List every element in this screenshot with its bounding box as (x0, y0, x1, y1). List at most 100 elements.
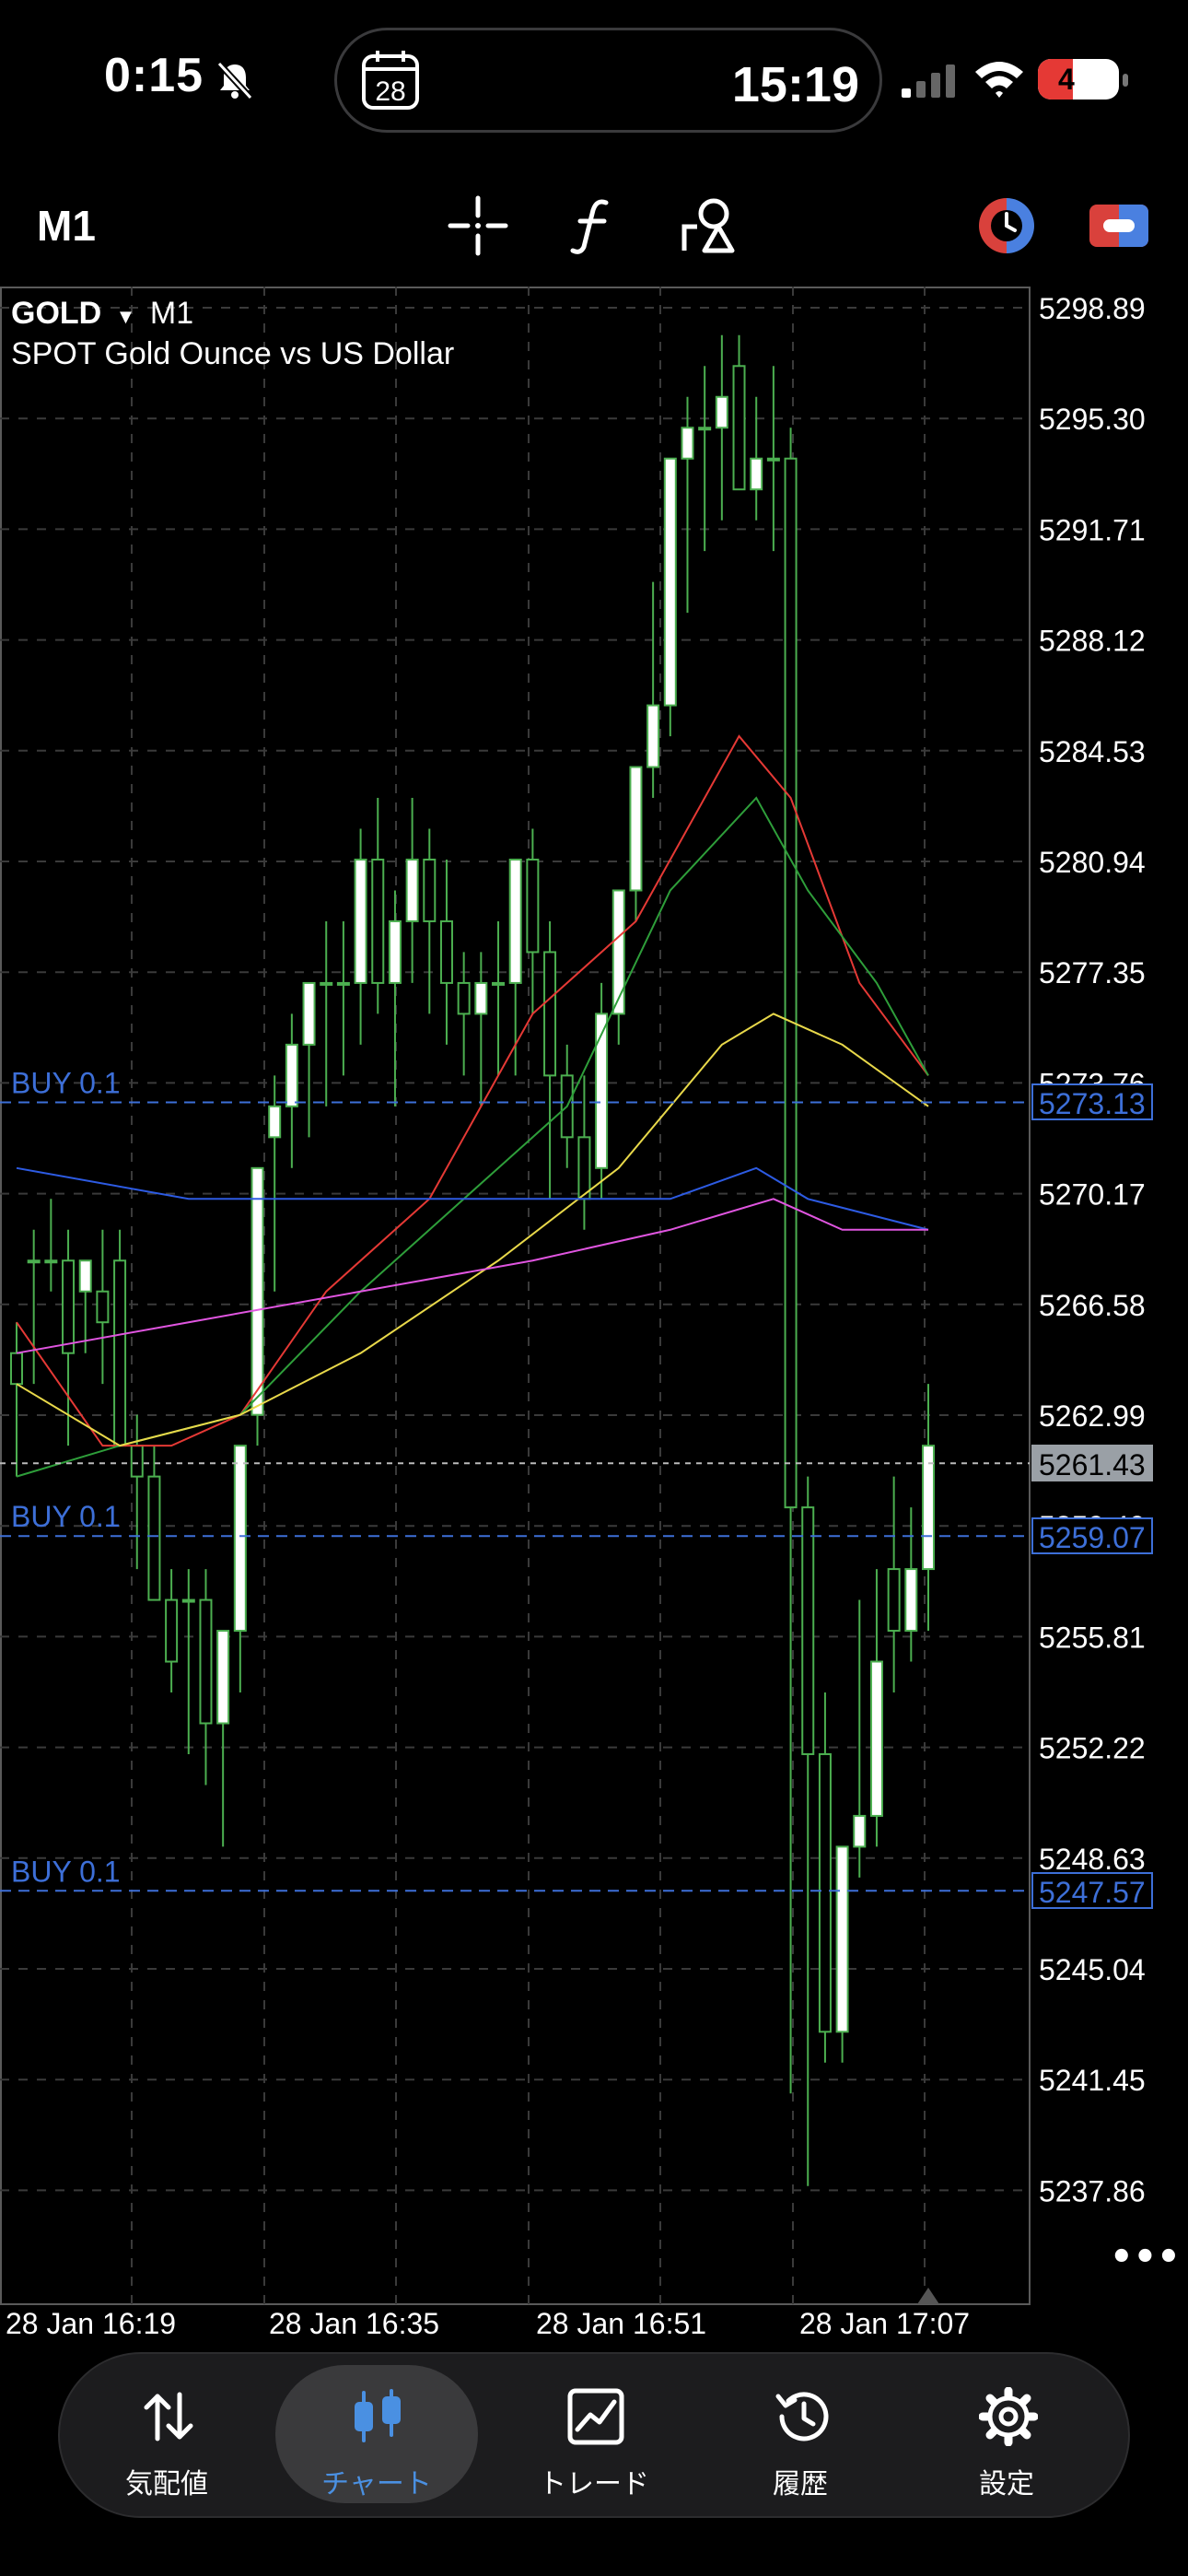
candle-body (130, 1445, 144, 1478)
bell-muted-icon (216, 61, 253, 100)
price-label: 5298.89 (1039, 292, 1146, 325)
time-label: 28 Jan 16:51 (536, 2307, 706, 2340)
plot-frame (0, 287, 1031, 2305)
current-price-tag: 5261.43 (1031, 1445, 1153, 1482)
candle-body (904, 1568, 918, 1633)
nav-label: 気配値 (125, 2469, 208, 2500)
price-chart[interactable]: 5298.89 5295.30 5291.71 5288.12 5284.53 5280.… (0, 287, 1188, 2341)
candle-body (818, 1752, 832, 2033)
price-label: 5291.71 (1039, 513, 1146, 546)
scroll-marker (917, 2288, 939, 2304)
time-label: 28 Jan 17:07 (799, 2307, 970, 2340)
signal-icon (902, 64, 955, 98)
island-time: 15:19 (731, 57, 859, 112)
candle-body (646, 704, 660, 768)
candle-body (508, 858, 522, 984)
candle-body (233, 1445, 247, 1633)
wifi-icon (975, 62, 1023, 98)
candle-body (44, 1259, 58, 1264)
price-label: 5252.22 (1039, 1732, 1146, 1765)
settings-icon (979, 2387, 1038, 2446)
candle-body (10, 1352, 23, 1386)
moving-average-blue (16, 1166, 929, 1231)
nav-chart[interactable]: チャート (275, 2365, 478, 2503)
nav-settings[interactable]: 設定 (905, 2354, 1108, 2516)
candle-body (181, 1598, 195, 1603)
candle-body (457, 981, 471, 1015)
moving-average-red (16, 734, 929, 1447)
candle-body (681, 427, 694, 460)
candle-body (320, 981, 333, 986)
candle-body (663, 457, 677, 707)
order-price-tag: 5273.13 (1031, 1083, 1153, 1121)
chart-symbol-header[interactable]: GOLD ▼ M1 (11, 296, 193, 332)
candle-body (766, 457, 780, 462)
candle-body (784, 457, 798, 1509)
candle-body (869, 1660, 883, 1817)
history-icon (775, 2392, 829, 2441)
candle-body (199, 1598, 213, 1725)
order-label: BUY 0.1 (11, 1500, 121, 1533)
price-label: 5245.04 (1039, 1953, 1146, 1986)
candle-body (526, 858, 540, 954)
dynamic-island[interactable]: 28 15:19 (334, 28, 882, 133)
candle-body (371, 858, 385, 984)
candle-body (750, 457, 763, 491)
candle-body (732, 365, 746, 491)
nav-history[interactable]: 履歴 (699, 2354, 902, 2516)
candle-body (629, 766, 643, 892)
candle-body (27, 1259, 41, 1264)
price-label: 5280.94 (1039, 846, 1146, 879)
price-label: 5248.63 (1039, 1843, 1146, 1876)
objects-icon[interactable] (677, 193, 741, 258)
candle-body (801, 1506, 815, 1755)
chart-toolbar: M1 (0, 175, 1188, 276)
candle-body (285, 1043, 298, 1107)
nav-label: チャート (321, 2469, 432, 2500)
nav-quotes[interactable]: 気配値 (65, 2354, 268, 2516)
candle-body (216, 1630, 230, 1725)
symbol-name: GOLD (11, 296, 102, 331)
candle-body (611, 889, 625, 1015)
quotes-icon (144, 2392, 193, 2441)
candle-body (698, 427, 712, 431)
price-label: 5237.86 (1039, 2174, 1146, 2207)
candle-body (165, 1598, 179, 1663)
price-label: 5255.81 (1039, 1621, 1146, 1654)
price-label: 5270.17 (1039, 1178, 1146, 1212)
nav-trade[interactable]: トレード (493, 2354, 695, 2516)
indicators-icon[interactable] (562, 193, 626, 258)
more-menu-button[interactable]: ••• (1110, 2236, 1181, 2278)
signals-icon[interactable] (974, 193, 1039, 258)
candle-body (147, 1475, 161, 1601)
candle-body (423, 858, 437, 922)
candle-body (62, 1259, 76, 1354)
chart-icon (355, 2389, 401, 2442)
trade-panel-icon[interactable] (1087, 193, 1151, 258)
price-label: 5284.53 (1039, 735, 1146, 768)
candle-body (78, 1259, 92, 1293)
time-label: 28 Jan 16:35 (269, 2307, 439, 2340)
nav-label: 設定 (979, 2469, 1034, 2500)
moving-average-pink (16, 1198, 928, 1354)
candle-body (250, 1166, 264, 1416)
order-price-tag: 5259.07 (1031, 1517, 1153, 1555)
calendar-icon: 28 (362, 51, 419, 110)
candle-body (577, 1136, 591, 1200)
status-bar: 0:15 28 15:19 4 (0, 0, 1188, 166)
candle-body (715, 395, 728, 429)
calendar-day: 28 (375, 76, 405, 107)
price-label: 5295.30 (1039, 403, 1146, 436)
candle-body (474, 981, 488, 1015)
price-label: 5262.99 (1039, 1399, 1146, 1433)
symbol-dropdown-icon: ▼ (115, 305, 136, 328)
moving-average-yellow (16, 1013, 929, 1447)
candle-body (388, 919, 402, 984)
crosshair-icon[interactable] (446, 193, 510, 258)
price-label: 5266.58 (1039, 1289, 1146, 1322)
timeframe-button[interactable]: M1 (37, 202, 96, 250)
candle-body (336, 981, 350, 986)
chart-canvas[interactable]: 5298.89 5295.30 5291.71 5288.12 5284.53 5280.… (0, 287, 1188, 2341)
candle-body (405, 858, 419, 922)
symbol-timeframe: M1 (149, 296, 194, 331)
